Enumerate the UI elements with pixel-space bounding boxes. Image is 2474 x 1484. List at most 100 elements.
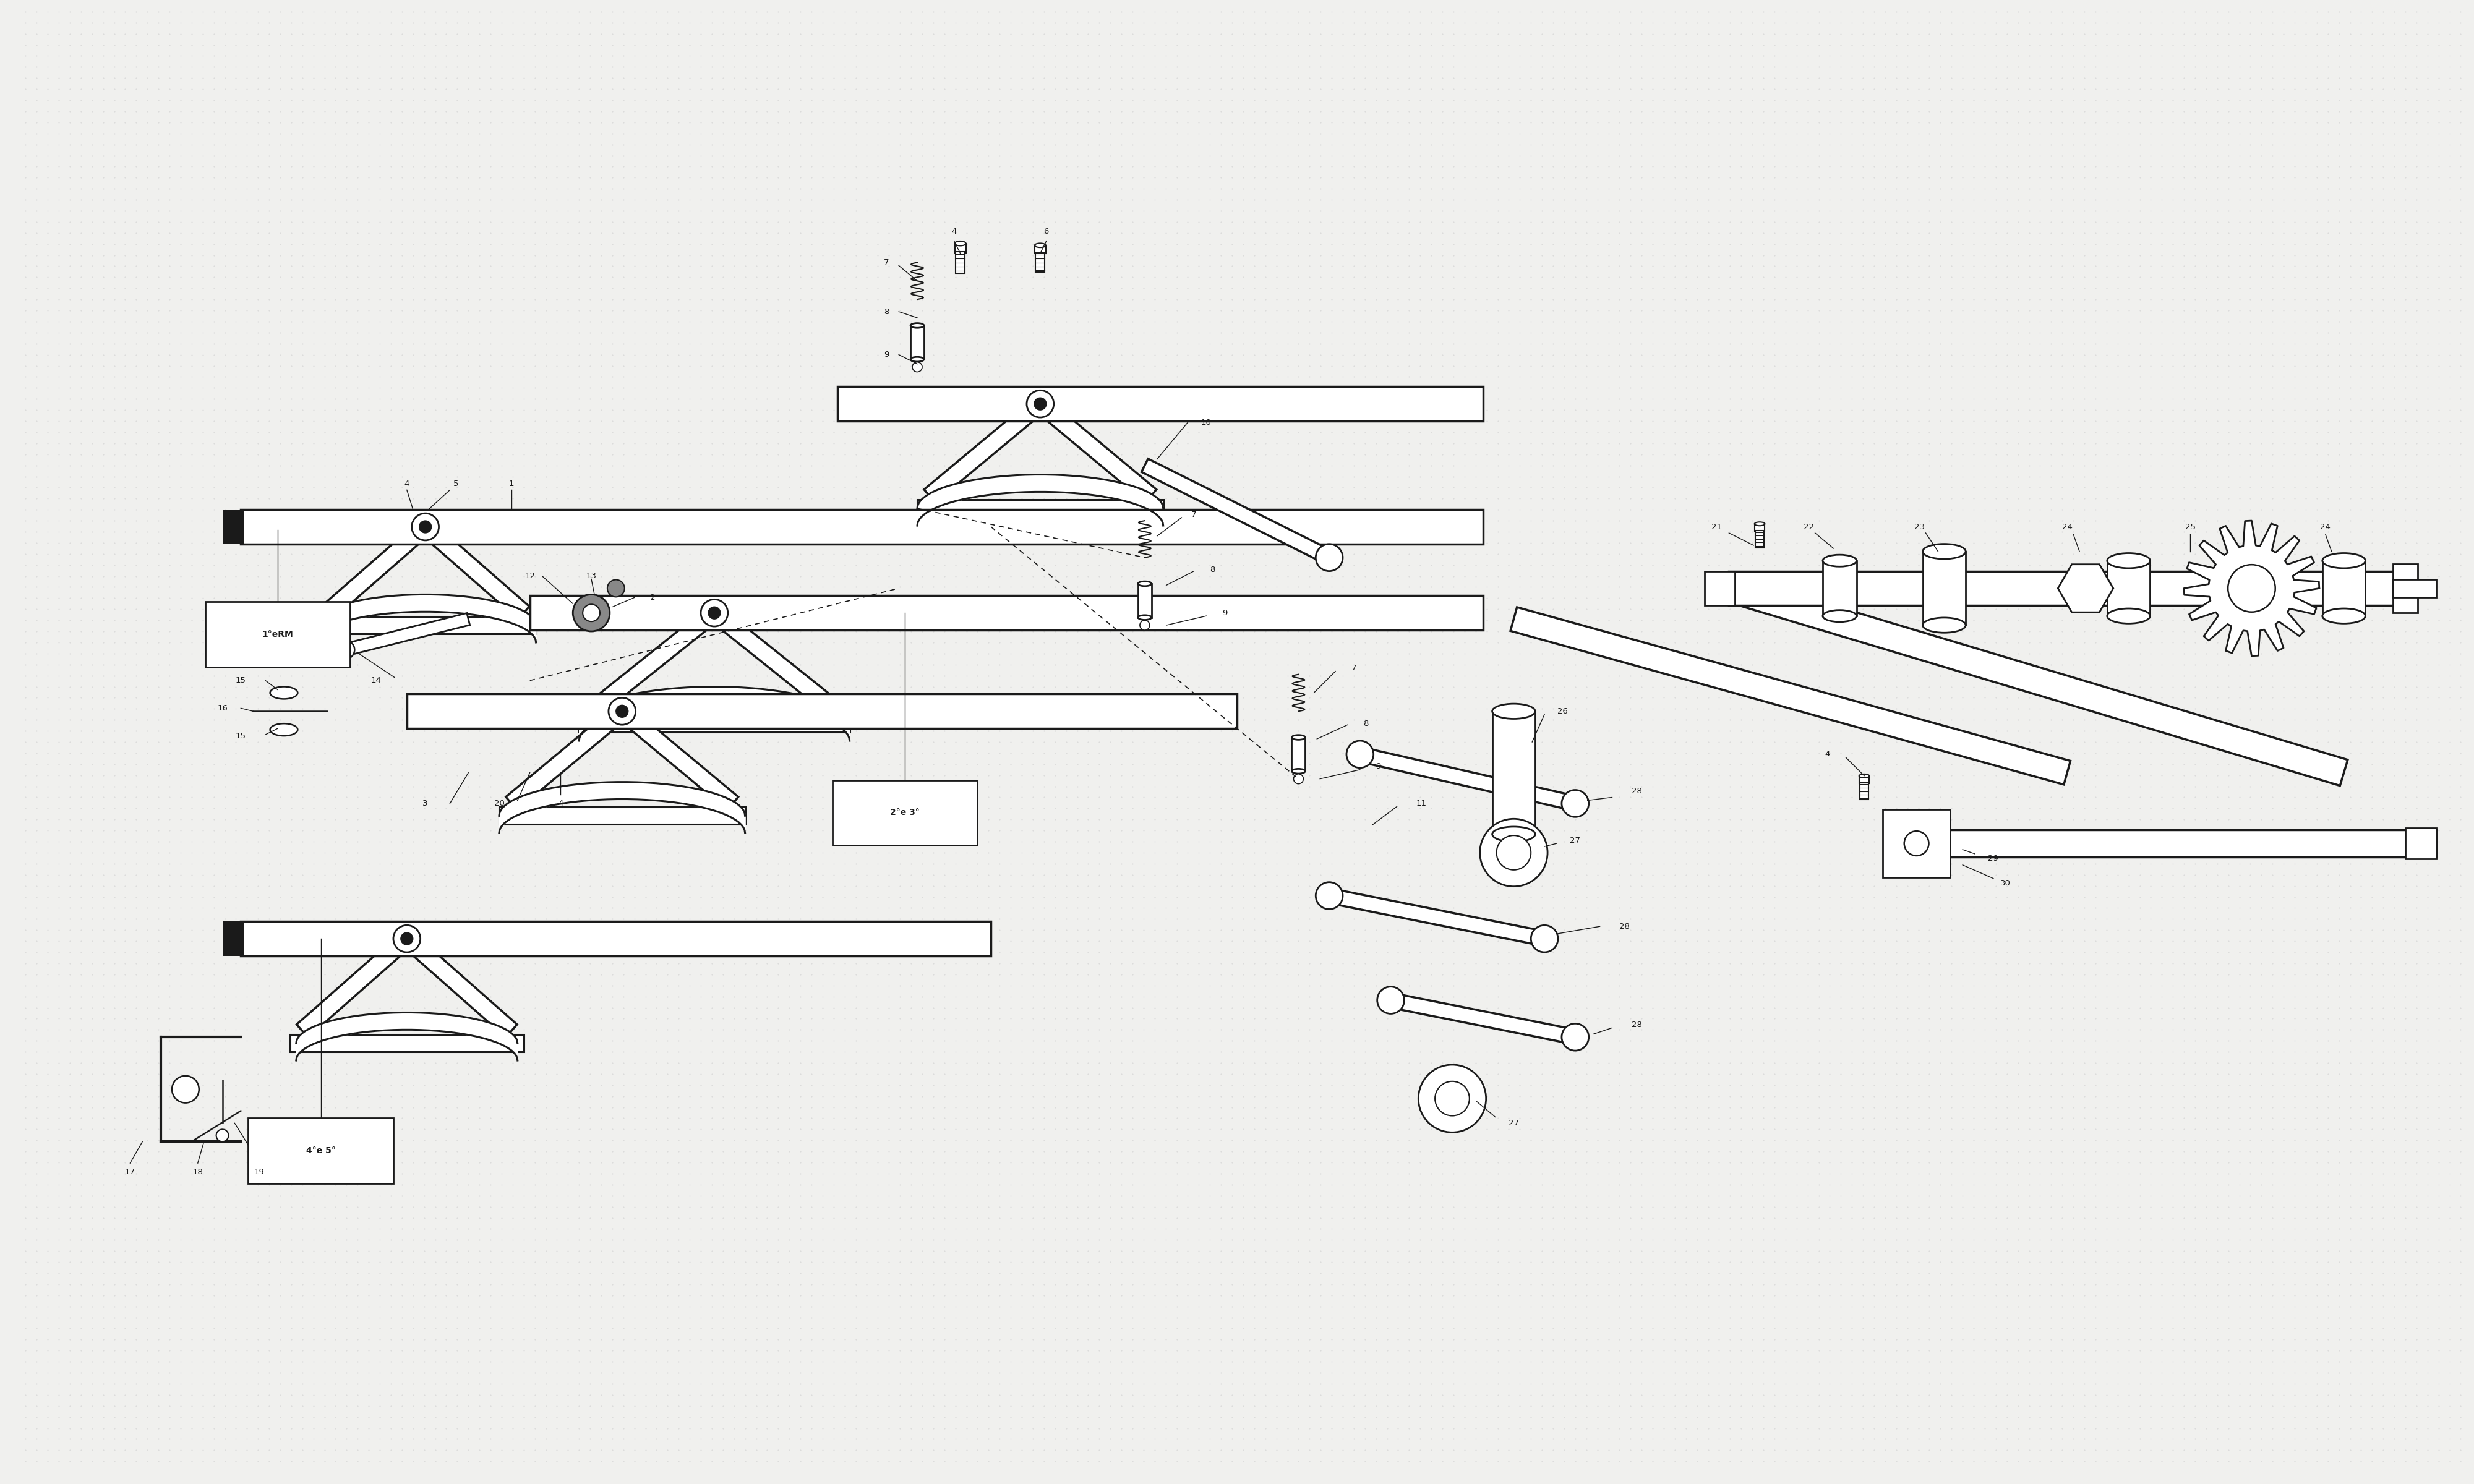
Text: 6: 6 (1044, 227, 1049, 236)
Polygon shape (1390, 993, 1576, 1045)
Circle shape (393, 925, 421, 953)
Ellipse shape (1823, 555, 1856, 567)
Polygon shape (1724, 576, 2348, 785)
Bar (1754, 524, 1764, 531)
Ellipse shape (2108, 608, 2150, 623)
Bar (1034, 245, 1047, 254)
Polygon shape (1141, 459, 1333, 564)
Polygon shape (1358, 746, 1576, 810)
Ellipse shape (270, 687, 297, 699)
Bar (2392, 564, 2417, 613)
Text: 26: 26 (1559, 708, 1569, 715)
Circle shape (1497, 835, 1531, 870)
Text: 8: 8 (883, 307, 888, 316)
Ellipse shape (1858, 775, 1870, 778)
Polygon shape (500, 807, 745, 825)
Ellipse shape (2323, 554, 2365, 568)
Bar (223, 509, 245, 545)
Text: 7: 7 (1192, 510, 1197, 518)
Bar (1757, 530, 1764, 548)
Text: 27: 27 (1571, 837, 1581, 844)
Bar (910, 325, 923, 359)
Bar (2108, 561, 2150, 616)
Circle shape (173, 1076, 198, 1103)
Circle shape (1905, 831, 1930, 856)
Text: 17: 17 (124, 1168, 136, 1177)
Bar (955, 252, 965, 273)
Circle shape (1435, 1082, 1470, 1116)
Text: 7: 7 (1351, 665, 1356, 672)
Circle shape (574, 595, 609, 631)
FancyBboxPatch shape (831, 781, 977, 846)
Polygon shape (297, 932, 413, 1037)
Text: 4: 4 (559, 800, 564, 807)
Bar (1037, 252, 1044, 272)
Circle shape (700, 600, 727, 626)
Circle shape (1316, 881, 1343, 910)
Text: 1°eRM: 1°eRM (262, 631, 294, 638)
Ellipse shape (1291, 735, 1306, 739)
Circle shape (1561, 789, 1588, 818)
Text: 15: 15 (235, 677, 245, 684)
Text: 9: 9 (1376, 763, 1380, 770)
Ellipse shape (1291, 769, 1306, 773)
Text: 14: 14 (371, 677, 381, 684)
Circle shape (584, 604, 599, 622)
Bar (1860, 782, 1868, 800)
Polygon shape (586, 605, 720, 718)
Polygon shape (401, 932, 517, 1037)
Circle shape (418, 521, 430, 533)
Ellipse shape (1138, 582, 1150, 586)
Circle shape (1034, 398, 1047, 410)
Ellipse shape (910, 324, 923, 328)
Text: 23: 23 (1915, 522, 1925, 531)
Circle shape (215, 1129, 228, 1141)
Ellipse shape (910, 358, 923, 362)
Text: 25: 25 (2185, 522, 2194, 531)
Bar (955, 243, 965, 252)
Ellipse shape (1492, 703, 1536, 718)
Circle shape (609, 697, 636, 724)
Polygon shape (2058, 564, 2113, 613)
Polygon shape (406, 695, 1237, 729)
Text: 3: 3 (423, 800, 428, 807)
Circle shape (616, 705, 628, 717)
Ellipse shape (2108, 554, 2150, 568)
Bar (223, 922, 245, 956)
Text: 4°e 5°: 4°e 5° (307, 1147, 336, 1155)
Circle shape (1316, 545, 1343, 571)
Text: 8: 8 (1210, 565, 1215, 574)
Polygon shape (289, 1034, 524, 1052)
Polygon shape (322, 521, 430, 619)
Polygon shape (2392, 579, 2437, 598)
Text: 10: 10 (1200, 418, 1212, 426)
Polygon shape (923, 398, 1047, 503)
Circle shape (1294, 775, 1304, 784)
Circle shape (1561, 1024, 1588, 1051)
Text: 30: 30 (2001, 880, 2011, 887)
Text: 19: 19 (255, 1168, 265, 1177)
Polygon shape (240, 509, 1482, 545)
Circle shape (1141, 620, 1150, 631)
Circle shape (1531, 925, 1559, 953)
Ellipse shape (1138, 616, 1150, 620)
Text: 4: 4 (952, 227, 957, 236)
Text: 1: 1 (510, 479, 515, 488)
Text: 18: 18 (193, 1168, 203, 1177)
Text: 7: 7 (883, 258, 888, 267)
FancyBboxPatch shape (247, 1119, 393, 1183)
Bar (1823, 561, 1856, 616)
Text: 13: 13 (586, 571, 596, 580)
Polygon shape (710, 605, 844, 718)
Text: 27: 27 (1509, 1119, 1519, 1128)
Circle shape (411, 513, 438, 540)
Polygon shape (579, 715, 849, 732)
Polygon shape (505, 705, 628, 810)
Polygon shape (616, 705, 737, 810)
Bar (1705, 571, 1734, 605)
Text: 9: 9 (883, 350, 888, 359)
Text: 28: 28 (1618, 923, 1630, 930)
Ellipse shape (955, 240, 965, 246)
Polygon shape (836, 387, 1482, 421)
Text: 2: 2 (651, 594, 656, 601)
